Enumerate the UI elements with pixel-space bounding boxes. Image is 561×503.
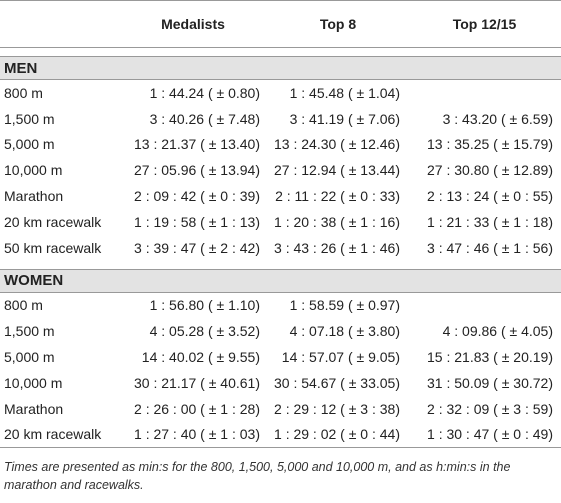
row-label: 800 m (4, 84, 43, 101)
data-row: 20 km racewalk 1 : 19 : 58 ( ± 1 : 13) 1 :… (0, 209, 561, 235)
cell: 13 : 21.37 ( ± 13.40) (134, 136, 260, 153)
cell: 2 : 11 : 22 ( ± 0 : 33) (275, 188, 400, 205)
data-row: 10,000 m 30 : 21.17 ( ± 40.61) 30 : 54.67 … (0, 370, 561, 396)
cell: 4 : 09.86 ( ± 4.05) (442, 323, 553, 340)
row-label: Marathon (4, 188, 64, 205)
spacer (0, 261, 561, 270)
cell: 30 : 21.17 ( ± 40.61) (134, 374, 260, 391)
cell: 4 : 05.28 ( ± 3.52) (149, 323, 260, 340)
cell: 1 : 30 : 47 ( ± 0 : 49) (408, 421, 561, 449)
cell: 2 : 32 : 09 ( ± 3 : 59) (427, 400, 553, 417)
spacer-cell (0, 48, 561, 57)
cell: 2 : 26 : 00 ( ± 1 : 28) (134, 400, 260, 417)
row-label: 1,500 m (4, 110, 55, 127)
header-row: Medalists Top 8 Top 12/15 (0, 0, 561, 48)
data-row: 800 m 1 : 56.80 ( ± 1.10) 1 : 58.59 ( ± 0.… (0, 292, 561, 318)
data-row: Marathon 2 : 26 : 00 ( ± 1 : 28) 2 : 29 : … (0, 396, 561, 422)
section-title: WOMEN (0, 268, 561, 293)
cell (408, 80, 561, 106)
cell: 1 : 58.59 ( ± 0.97) (289, 297, 400, 314)
footnote: Times are presented as min:s for the 800… (4, 460, 511, 493)
data-row: 50 km racewalk 3 : 39 : 47 ( ± 2 : 42) 3 :… (0, 235, 561, 261)
cell: 27 : 30.80 ( ± 12.89) (427, 162, 553, 179)
cell: 3 : 47 : 46 ( ± 1 : 56) (427, 239, 553, 256)
cell: 31 : 50.09 ( ± 30.72) (427, 374, 553, 391)
cell: 14 : 57.07 ( ± 9.05) (281, 349, 400, 366)
cell: 3 : 43.20 ( ± 6.59) (442, 110, 553, 127)
row-label: 20 km racewalk (4, 213, 102, 230)
section-row: MEN (0, 56, 561, 80)
row-label: 5,000 m (4, 349, 55, 366)
cell: 2 : 09 : 42 ( ± 0 : 39) (134, 188, 260, 205)
data-row: 800 m 1 : 44.24 ( ± 0.80) 1 : 45.48 ( ± 1.… (0, 80, 561, 106)
row-label: 800 m (4, 297, 43, 314)
cell: 1 : 19 : 58 ( ± 1 : 13) (134, 213, 260, 230)
spacer (0, 48, 561, 57)
cell: 27 : 12.94 ( ± 13.44) (274, 162, 400, 179)
table-body: MEN 800 m 1 : 44.24 ( ± 0.80) 1 : 45.48 ( ±… (0, 48, 561, 449)
data-row: 1,500 m 4 : 05.28 ( ± 3.52) 4 : 07.18 ( ± … (0, 318, 561, 344)
column-header: Top 8 (268, 0, 408, 48)
cell: 1 : 20 : 38 ( ± 1 : 16) (274, 213, 400, 230)
spacer-cell (0, 261, 561, 270)
cell: 13 : 24.30 ( ± 12.46) (274, 136, 400, 153)
column-header: Medalists (118, 0, 268, 48)
row-label: 1,500 m (4, 323, 55, 340)
cell: 1 : 56.80 ( ± 1.10) (149, 297, 260, 314)
cell: 3 : 41.19 ( ± 7.06) (289, 110, 400, 127)
column-header: Top 12/15 (408, 0, 561, 48)
cell: 2 : 13 : 24 ( ± 0 : 55) (427, 188, 553, 205)
cell: 1 : 21 : 33 ( ± 1 : 18) (427, 213, 553, 230)
cell: 27 : 05.96 ( ± 13.94) (134, 162, 260, 179)
cell: 3 : 40.26 ( ± 7.48) (149, 110, 260, 127)
cell: 1 : 45.48 ( ± 1.04) (289, 84, 400, 101)
cell: 14 : 40.02 ( ± 9.55) (141, 349, 260, 366)
row-label: 20 km racewalk (0, 421, 118, 449)
cell: 3 : 39 : 47 ( ± 2 : 42) (134, 239, 260, 256)
cell: 2 : 29 : 12 ( ± 3 : 38) (274, 400, 400, 417)
row-label: Marathon (4, 400, 64, 417)
cell: 1 : 29 : 02 ( ± 0 : 44) (268, 421, 408, 449)
cell: 3 : 43 : 26 ( ± 1 : 46) (274, 239, 400, 256)
cell: 13 : 35.25 ( ± 15.79) (427, 136, 553, 153)
corner (0, 0, 118, 48)
results-table: Medalists Top 8 Top 12/15 MEN 800 m 1 : 44.2… (0, 0, 561, 449)
cell: 30 : 54.67 ( ± 33.05) (274, 374, 400, 391)
section-title: MEN (0, 56, 561, 80)
row-label: 10,000 m (4, 162, 63, 179)
row-label: 5,000 m (4, 136, 55, 153)
cell: 4 : 07.18 ( ± 3.80) (289, 323, 400, 340)
cell: 1 : 27 : 40 ( ± 1 : 03) (118, 421, 268, 449)
cell: 15 : 21.83 ( ± 20.19) (427, 349, 553, 366)
section-row: WOMEN (0, 268, 561, 293)
data-row: 5,000 m 14 : 40.02 ( ± 9.55) 14 : 57.07 ( … (0, 344, 561, 370)
row-label: 10,000 m (4, 374, 63, 391)
cell (408, 292, 561, 318)
data-row: 1,500 m 3 : 40.26 ( ± 7.48) 3 : 41.19 ( ± … (0, 106, 561, 132)
row-label: 50 km racewalk (4, 239, 102, 256)
cell: 1 : 44.24 ( ± 0.80) (149, 84, 260, 101)
data-row: 10,000 m 27 : 05.96 ( ± 13.94) 27 : 12.94 … (0, 157, 561, 183)
data-row: 20 km racewalk 1 : 27 : 40 ( ± 1 : 03) 1 :… (0, 421, 561, 449)
data-row: Marathon 2 : 09 : 42 ( ± 0 : 39) 2 : 11 : … (0, 183, 561, 209)
data-row: 5,000 m 13 : 21.37 ( ± 13.40) 13 : 24.30 (… (0, 132, 561, 158)
